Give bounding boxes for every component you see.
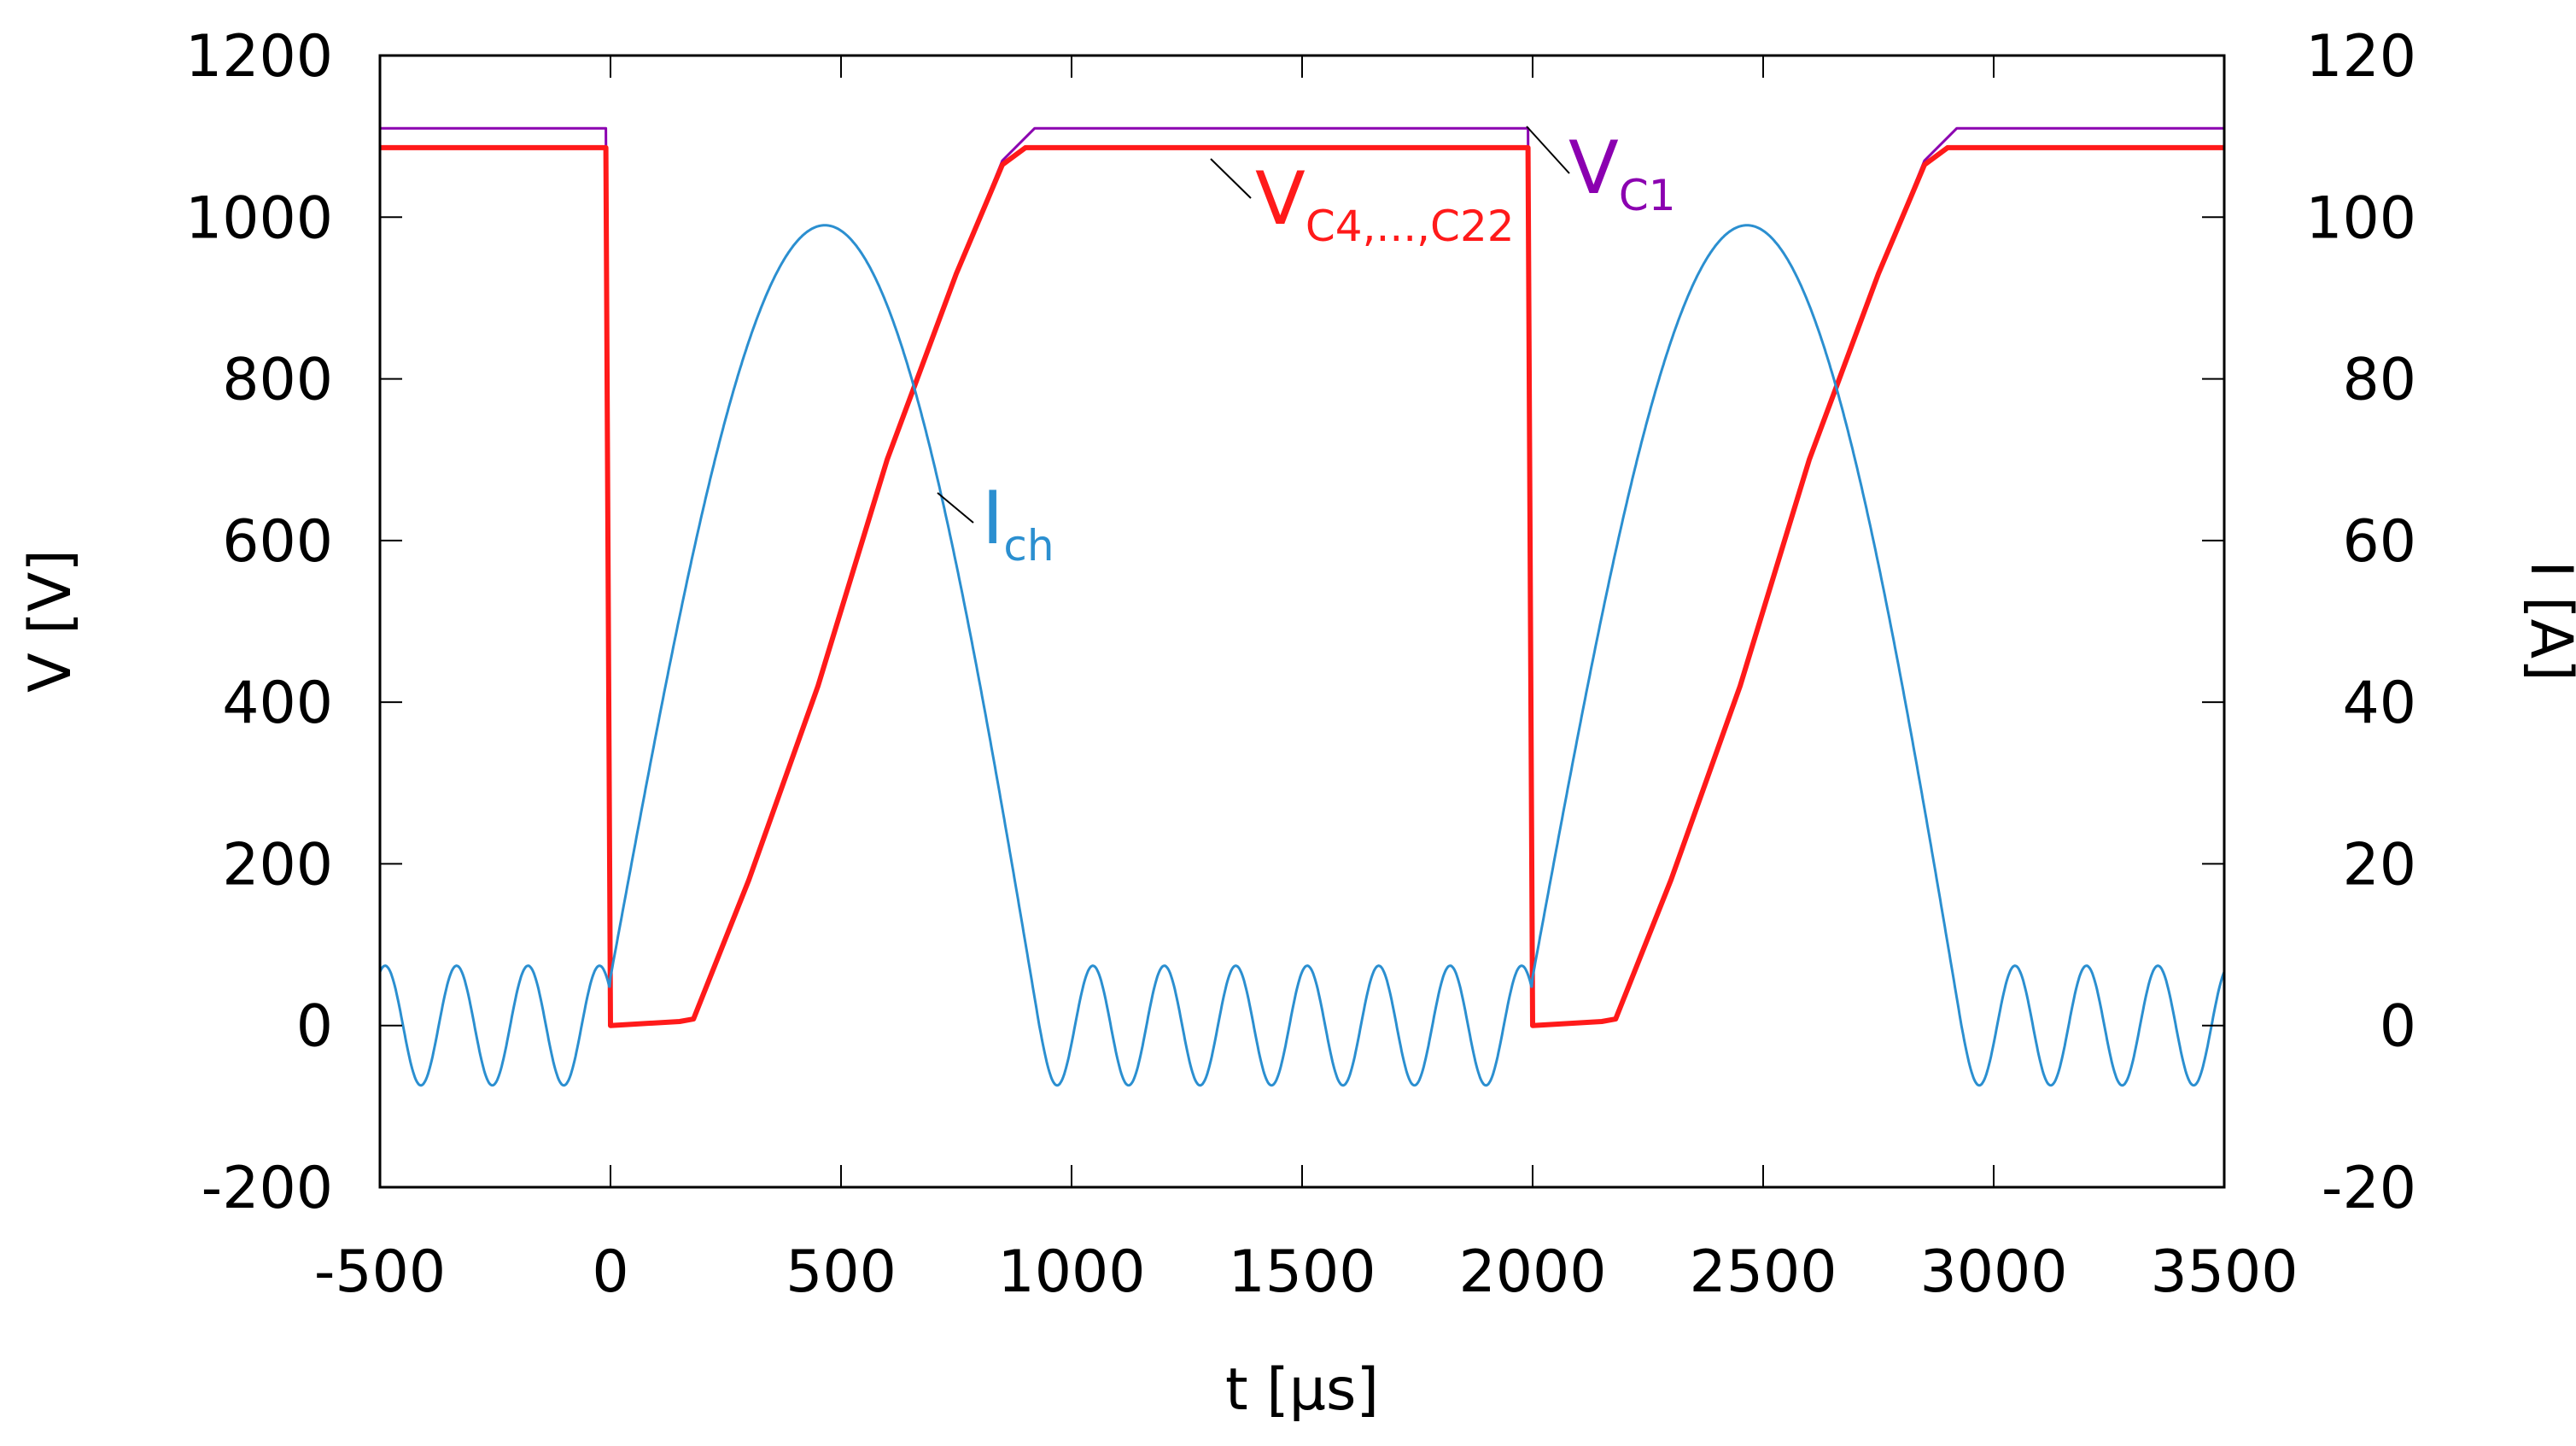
series-line-vc4-c22 — [380, 144, 2224, 1028]
y-left-tick-label: 1200 — [185, 23, 333, 91]
y-right-tick-label: -20 — [2322, 1155, 2416, 1222]
y-left-tick-label: 0 — [296, 993, 333, 1061]
x-tick-label: -500 — [314, 1238, 446, 1306]
series-line-ich — [378, 224, 2226, 1087]
x-tick-label: 3500 — [2150, 1238, 2298, 1306]
vc4-label-sub: C4,...,C22 — [1306, 202, 1515, 251]
x-axis-title: t [μs] — [1225, 1356, 1379, 1424]
vc4-leader-line — [1210, 158, 1252, 199]
y-right-tick-label: 100 — [2305, 184, 2416, 252]
vc1-label: VC1 — [1568, 126, 1676, 220]
tick-layer: -500 0 500 1000 1500 2000 2500 3000 3500-2000200… — [185, 23, 2416, 1306]
ich-label-sub: ch — [1003, 521, 1054, 571]
vc1-leader-line — [1526, 126, 1570, 174]
y-left-tick-label: -200 — [202, 1155, 333, 1222]
vc4-label-main: V — [1255, 156, 1306, 242]
y-right-tick-label: 80 — [2342, 347, 2416, 414]
y-right-tick-label: 40 — [2342, 670, 2416, 737]
ich-label: Ich — [982, 476, 1054, 571]
ich-label-main: I — [982, 476, 1003, 561]
y-left-tick-label: 1000 — [185, 184, 333, 252]
series-layer — [378, 126, 2226, 1087]
y-axis-left-title: V [V] — [17, 549, 85, 693]
vc1-label-main: V — [1568, 126, 1619, 211]
y-axis-right-title: I [A] — [2517, 560, 2576, 681]
x-tick-label: 0 — [592, 1238, 628, 1306]
x-tick-label: 1000 — [997, 1238, 1145, 1306]
ich-leader-line — [937, 492, 974, 524]
vc1-label-sub: C1 — [1619, 171, 1676, 220]
series-line-vc1 — [380, 126, 2224, 1027]
y-right-tick-label: 120 — [2305, 23, 2416, 91]
y-right-tick-label: 60 — [2342, 508, 2416, 576]
y-right-tick-label: 20 — [2342, 831, 2416, 899]
y-left-tick-label: 800 — [222, 347, 333, 414]
x-tick-label: 500 — [786, 1238, 897, 1306]
vc4-label: VC4,...,C22 — [1255, 156, 1515, 251]
y-left-tick-label: 400 — [222, 670, 333, 737]
x-tick-label: 3000 — [1919, 1238, 2067, 1306]
y-right-tick-label: 0 — [2380, 993, 2416, 1061]
y-left-tick-label: 600 — [222, 508, 333, 576]
x-tick-label: 2500 — [1689, 1238, 1837, 1306]
x-tick-label: 2000 — [1458, 1238, 1606, 1306]
x-tick-label: 1500 — [1228, 1238, 1376, 1306]
y-left-tick-label: 200 — [222, 831, 333, 899]
